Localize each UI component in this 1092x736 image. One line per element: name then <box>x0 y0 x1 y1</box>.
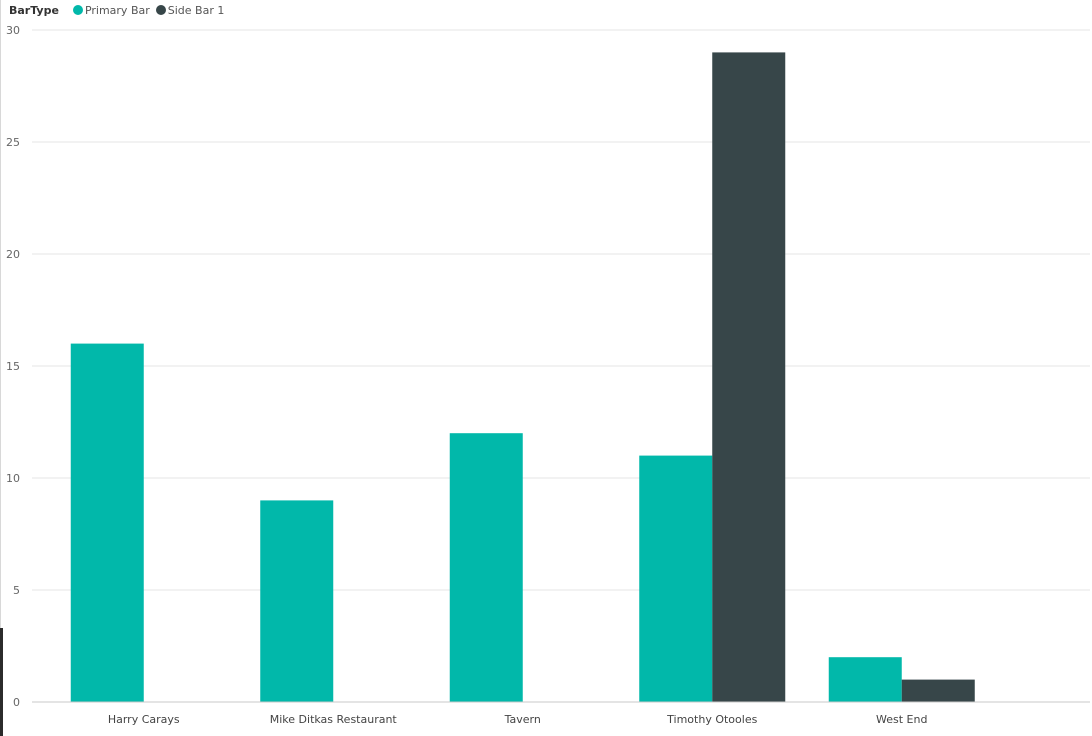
y-tick-label: 20 <box>6 248 20 261</box>
y-tick-label: 0 <box>13 696 20 709</box>
x-axis-labels: Harry Carays Mike Ditkas Restaurant Tavern… <box>108 713 928 726</box>
y-tick-label: 15 <box>6 360 20 373</box>
x-category-label: West End <box>876 713 927 726</box>
y-tick-label: 10 <box>6 472 20 485</box>
bars <box>70 52 975 702</box>
panel-edge-dark-strip <box>0 628 3 736</box>
bar-primary-bar[interactable] <box>70 343 144 702</box>
legend-item-primary-bar[interactable]: Primary Bar <box>72 3 150 17</box>
bar-primary-bar[interactable] <box>828 657 902 702</box>
y-tick-label: 5 <box>13 584 20 597</box>
bar-side-bar-1[interactable] <box>712 52 786 702</box>
x-category-label: Harry Carays <box>108 713 180 726</box>
gridlines <box>32 29 1090 591</box>
x-category-label: Tavern <box>504 713 541 726</box>
legend-label-side-bar-1: Side Bar 1 <box>167 3 225 17</box>
bar-primary-bar[interactable] <box>449 433 523 702</box>
legend-title: BarType <box>9 3 59 17</box>
legend-dot-primary-bar <box>72 5 83 15</box>
chart-legend: BarType Primary Bar Side Bar 1 <box>9 3 230 17</box>
y-tick-label: 25 <box>6 136 20 149</box>
bar-primary-bar[interactable] <box>639 455 713 702</box>
x-category-label: Timothy Otooles <box>666 713 757 726</box>
legend-dot-side-bar-1 <box>155 5 166 15</box>
bar-primary-bar[interactable] <box>260 500 334 702</box>
legend-label-primary-bar: Primary Bar <box>84 3 150 17</box>
y-axis-ticks: 0 5 10 15 20 25 30 <box>6 24 20 709</box>
panel-edge <box>0 0 3 736</box>
y-tick-label: 30 <box>6 24 20 37</box>
bar-side-bar-1[interactable] <box>901 679 975 702</box>
legend-item-side-bar-1[interactable]: Side Bar 1 <box>155 3 225 17</box>
x-category-label: Mike Ditkas Restaurant <box>270 713 398 726</box>
